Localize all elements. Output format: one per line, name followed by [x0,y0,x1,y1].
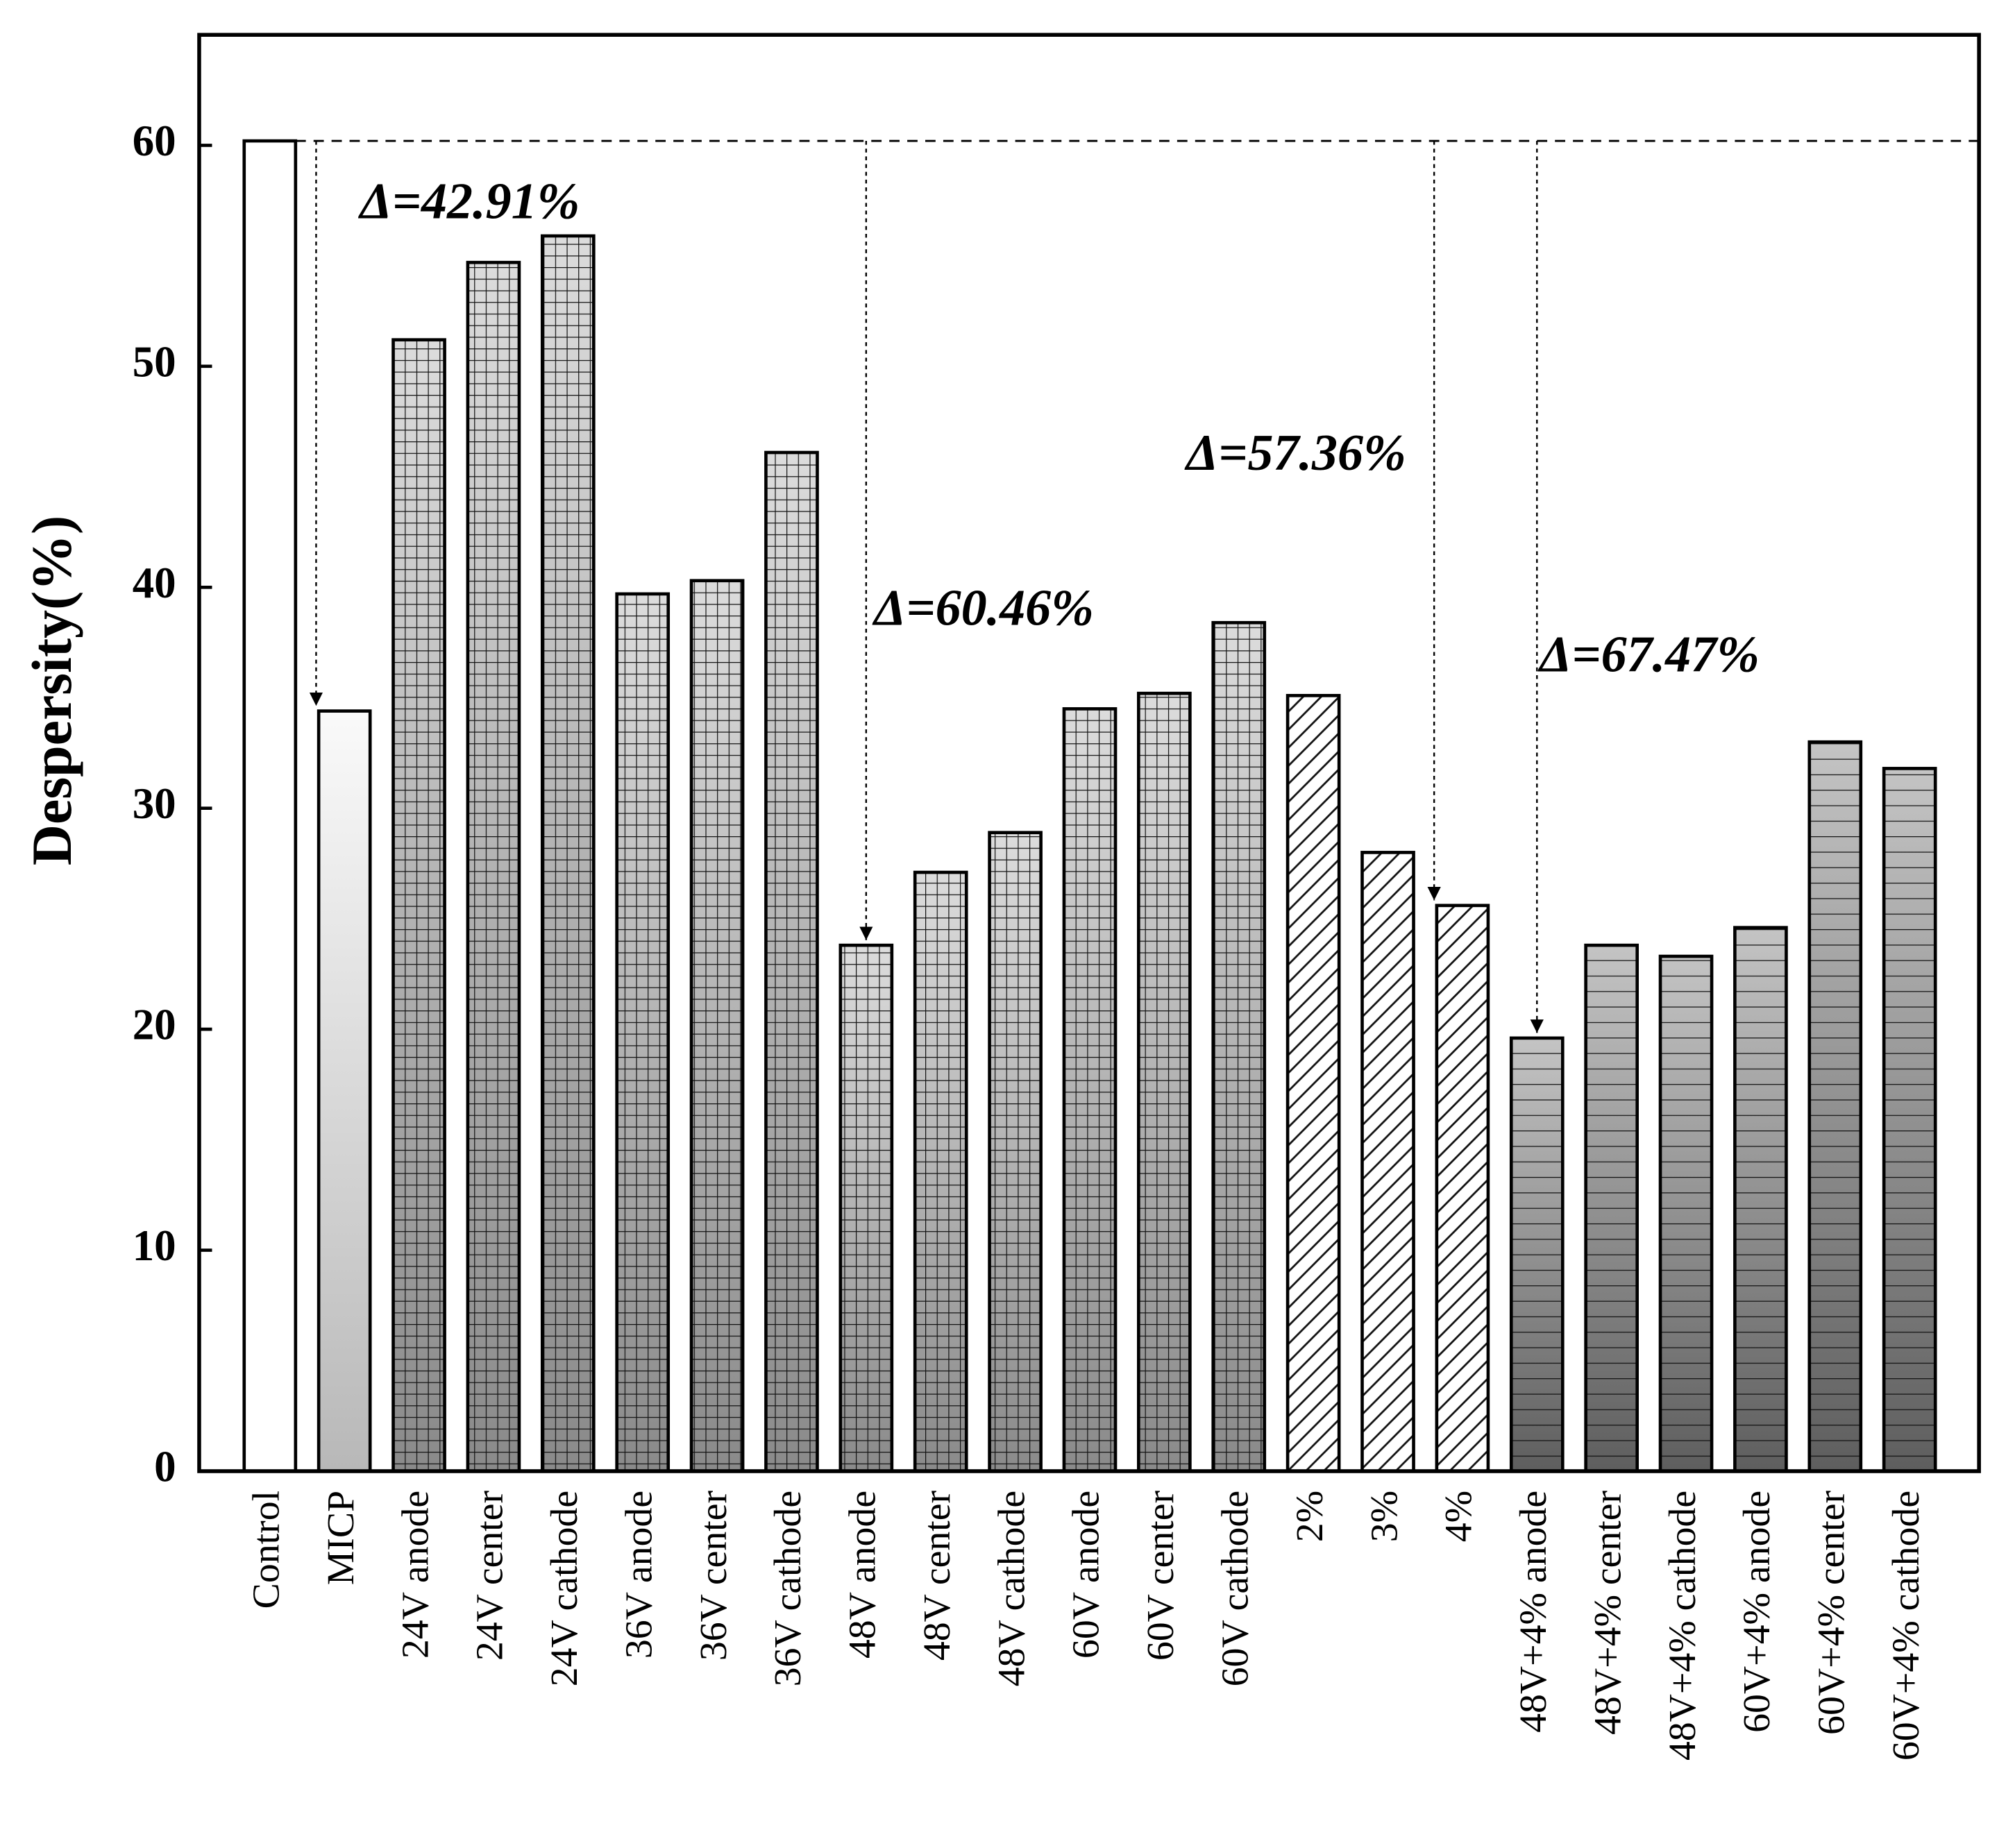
x-tick-label: 24V cathode [543,1491,586,1686]
x-tick-label: 36V cathode [766,1491,809,1686]
x-tick-label: 24V center [469,1490,512,1661]
x-tick-label: 24V anode [394,1491,437,1659]
x-tick-label: Control [245,1491,288,1609]
y-tick-label: 30 [133,779,176,828]
y-axis-label: Despersity(%) [20,516,83,865]
x-tick-label: MICP [319,1491,362,1585]
bar-pattern [467,262,519,1471]
bar-pattern [1138,693,1190,1471]
x-tick-label: 60V anode [1065,1491,1108,1659]
plot-frame [197,33,1981,1473]
y-tick-label: 10 [133,1221,176,1270]
bar-pattern [840,945,892,1471]
bar-pattern [616,593,668,1471]
x-tick-label: 48V center [916,1490,959,1661]
x-tick-label: 60V center [1139,1490,1182,1661]
x-tick-label: 48V cathode [990,1491,1033,1686]
bar-pattern [1362,852,1414,1471]
annotation: Δ=57.36% [1184,425,1406,482]
x-tick-label: 36V center [692,1490,735,1661]
y-tick-label: 60 [133,117,176,165]
bar-pattern [1288,695,1340,1471]
bar-pattern [393,339,445,1471]
x-tick-label: 60V+4% cathode [1885,1491,1928,1761]
x-tick-label: 60V+4% anode [1735,1491,1778,1733]
x-tick-label: 60V cathode [1214,1491,1257,1686]
y-tick-label: 40 [133,559,176,607]
bar-pattern [1660,956,1712,1471]
bar-pattern [691,580,743,1471]
annotation: Δ=67.47% [1537,626,1760,683]
bar-pattern [1735,927,1787,1471]
x-tick-label: 48V+4% center [1587,1490,1630,1735]
bar-pattern [1585,945,1637,1471]
bar-pattern [915,872,967,1471]
y-tick-label: 0 [154,1442,176,1491]
bar [244,141,296,1471]
x-tick-label: 48V+4% anode [1512,1491,1555,1733]
annotation: Δ=42.91% [357,173,580,230]
bar-pattern [1213,622,1265,1471]
x-tick-label: 36V anode [618,1491,661,1659]
bar-pattern [1884,768,1936,1471]
bar-pattern [1809,742,1861,1471]
bar-pattern [1436,905,1488,1471]
annotation: Δ=60.46% [872,579,1094,636]
bar-pattern [1063,709,1116,1471]
y-tick-label: 50 [133,337,176,386]
x-tick-label: 4% [1438,1491,1481,1542]
bar [319,711,371,1471]
x-tick-label: 2% [1288,1491,1331,1542]
y-tick-label: 20 [133,1001,176,1049]
bar-pattern [989,832,1041,1471]
x-tick-label: 60V+4% center [1810,1490,1853,1735]
x-tick-label: 3% [1363,1491,1406,1542]
x-tick-label: 48V+4% cathode [1661,1491,1704,1761]
bar-pattern [766,452,818,1471]
bar-pattern [1511,1037,1563,1471]
x-tick-label: 48V anode [841,1491,884,1659]
bar-pattern [542,235,594,1471]
